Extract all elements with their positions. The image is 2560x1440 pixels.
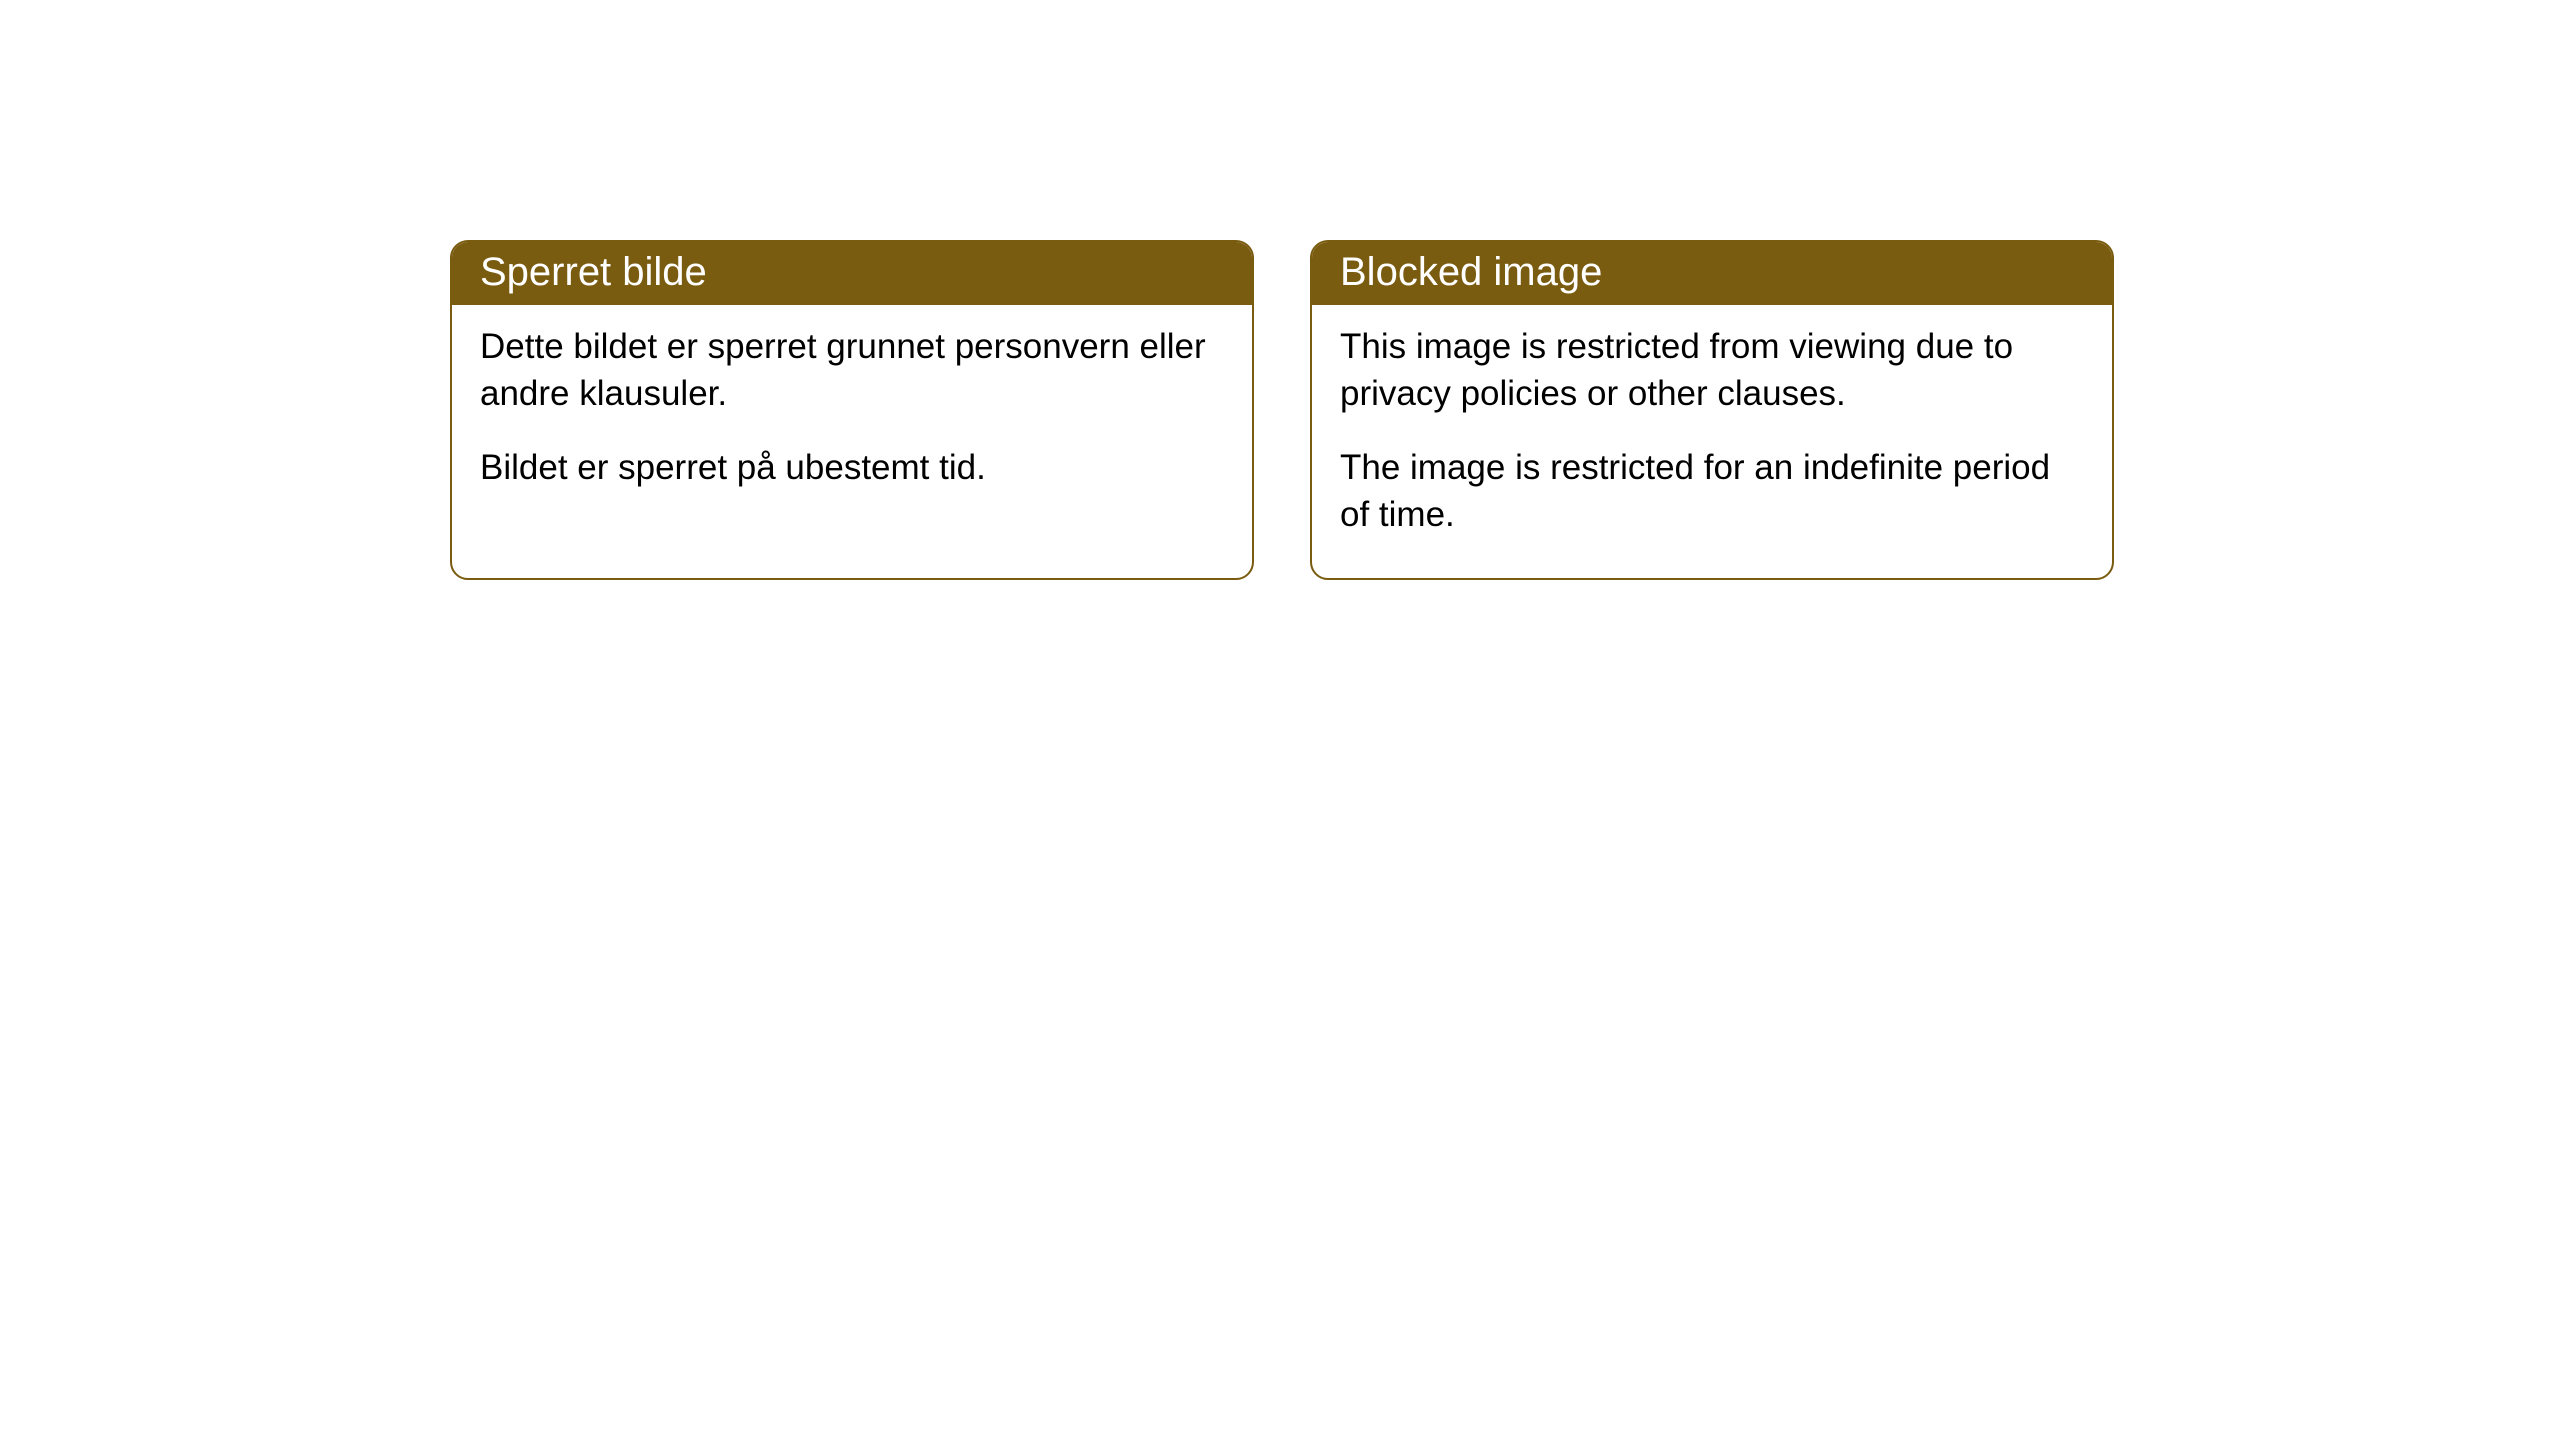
card-header: Sperret bilde	[452, 242, 1252, 305]
card-paragraph: Dette bildet er sperret grunnet personve…	[480, 323, 1224, 418]
card-body: This image is restricted from viewing du…	[1312, 305, 2112, 578]
notice-card-english: Blocked image This image is restricted f…	[1310, 240, 2114, 580]
notice-card-norwegian: Sperret bilde Dette bildet er sperret gr…	[450, 240, 1254, 580]
card-paragraph: Bildet er sperret på ubestemt tid.	[480, 444, 1224, 491]
card-body: Dette bildet er sperret grunnet personve…	[452, 305, 1252, 531]
card-paragraph: This image is restricted from viewing du…	[1340, 323, 2084, 418]
card-title: Sperret bilde	[480, 250, 707, 294]
card-title: Blocked image	[1340, 250, 1602, 294]
card-header: Blocked image	[1312, 242, 2112, 305]
card-paragraph: The image is restricted for an indefinit…	[1340, 444, 2084, 539]
notice-cards-container: Sperret bilde Dette bildet er sperret gr…	[450, 240, 2114, 580]
